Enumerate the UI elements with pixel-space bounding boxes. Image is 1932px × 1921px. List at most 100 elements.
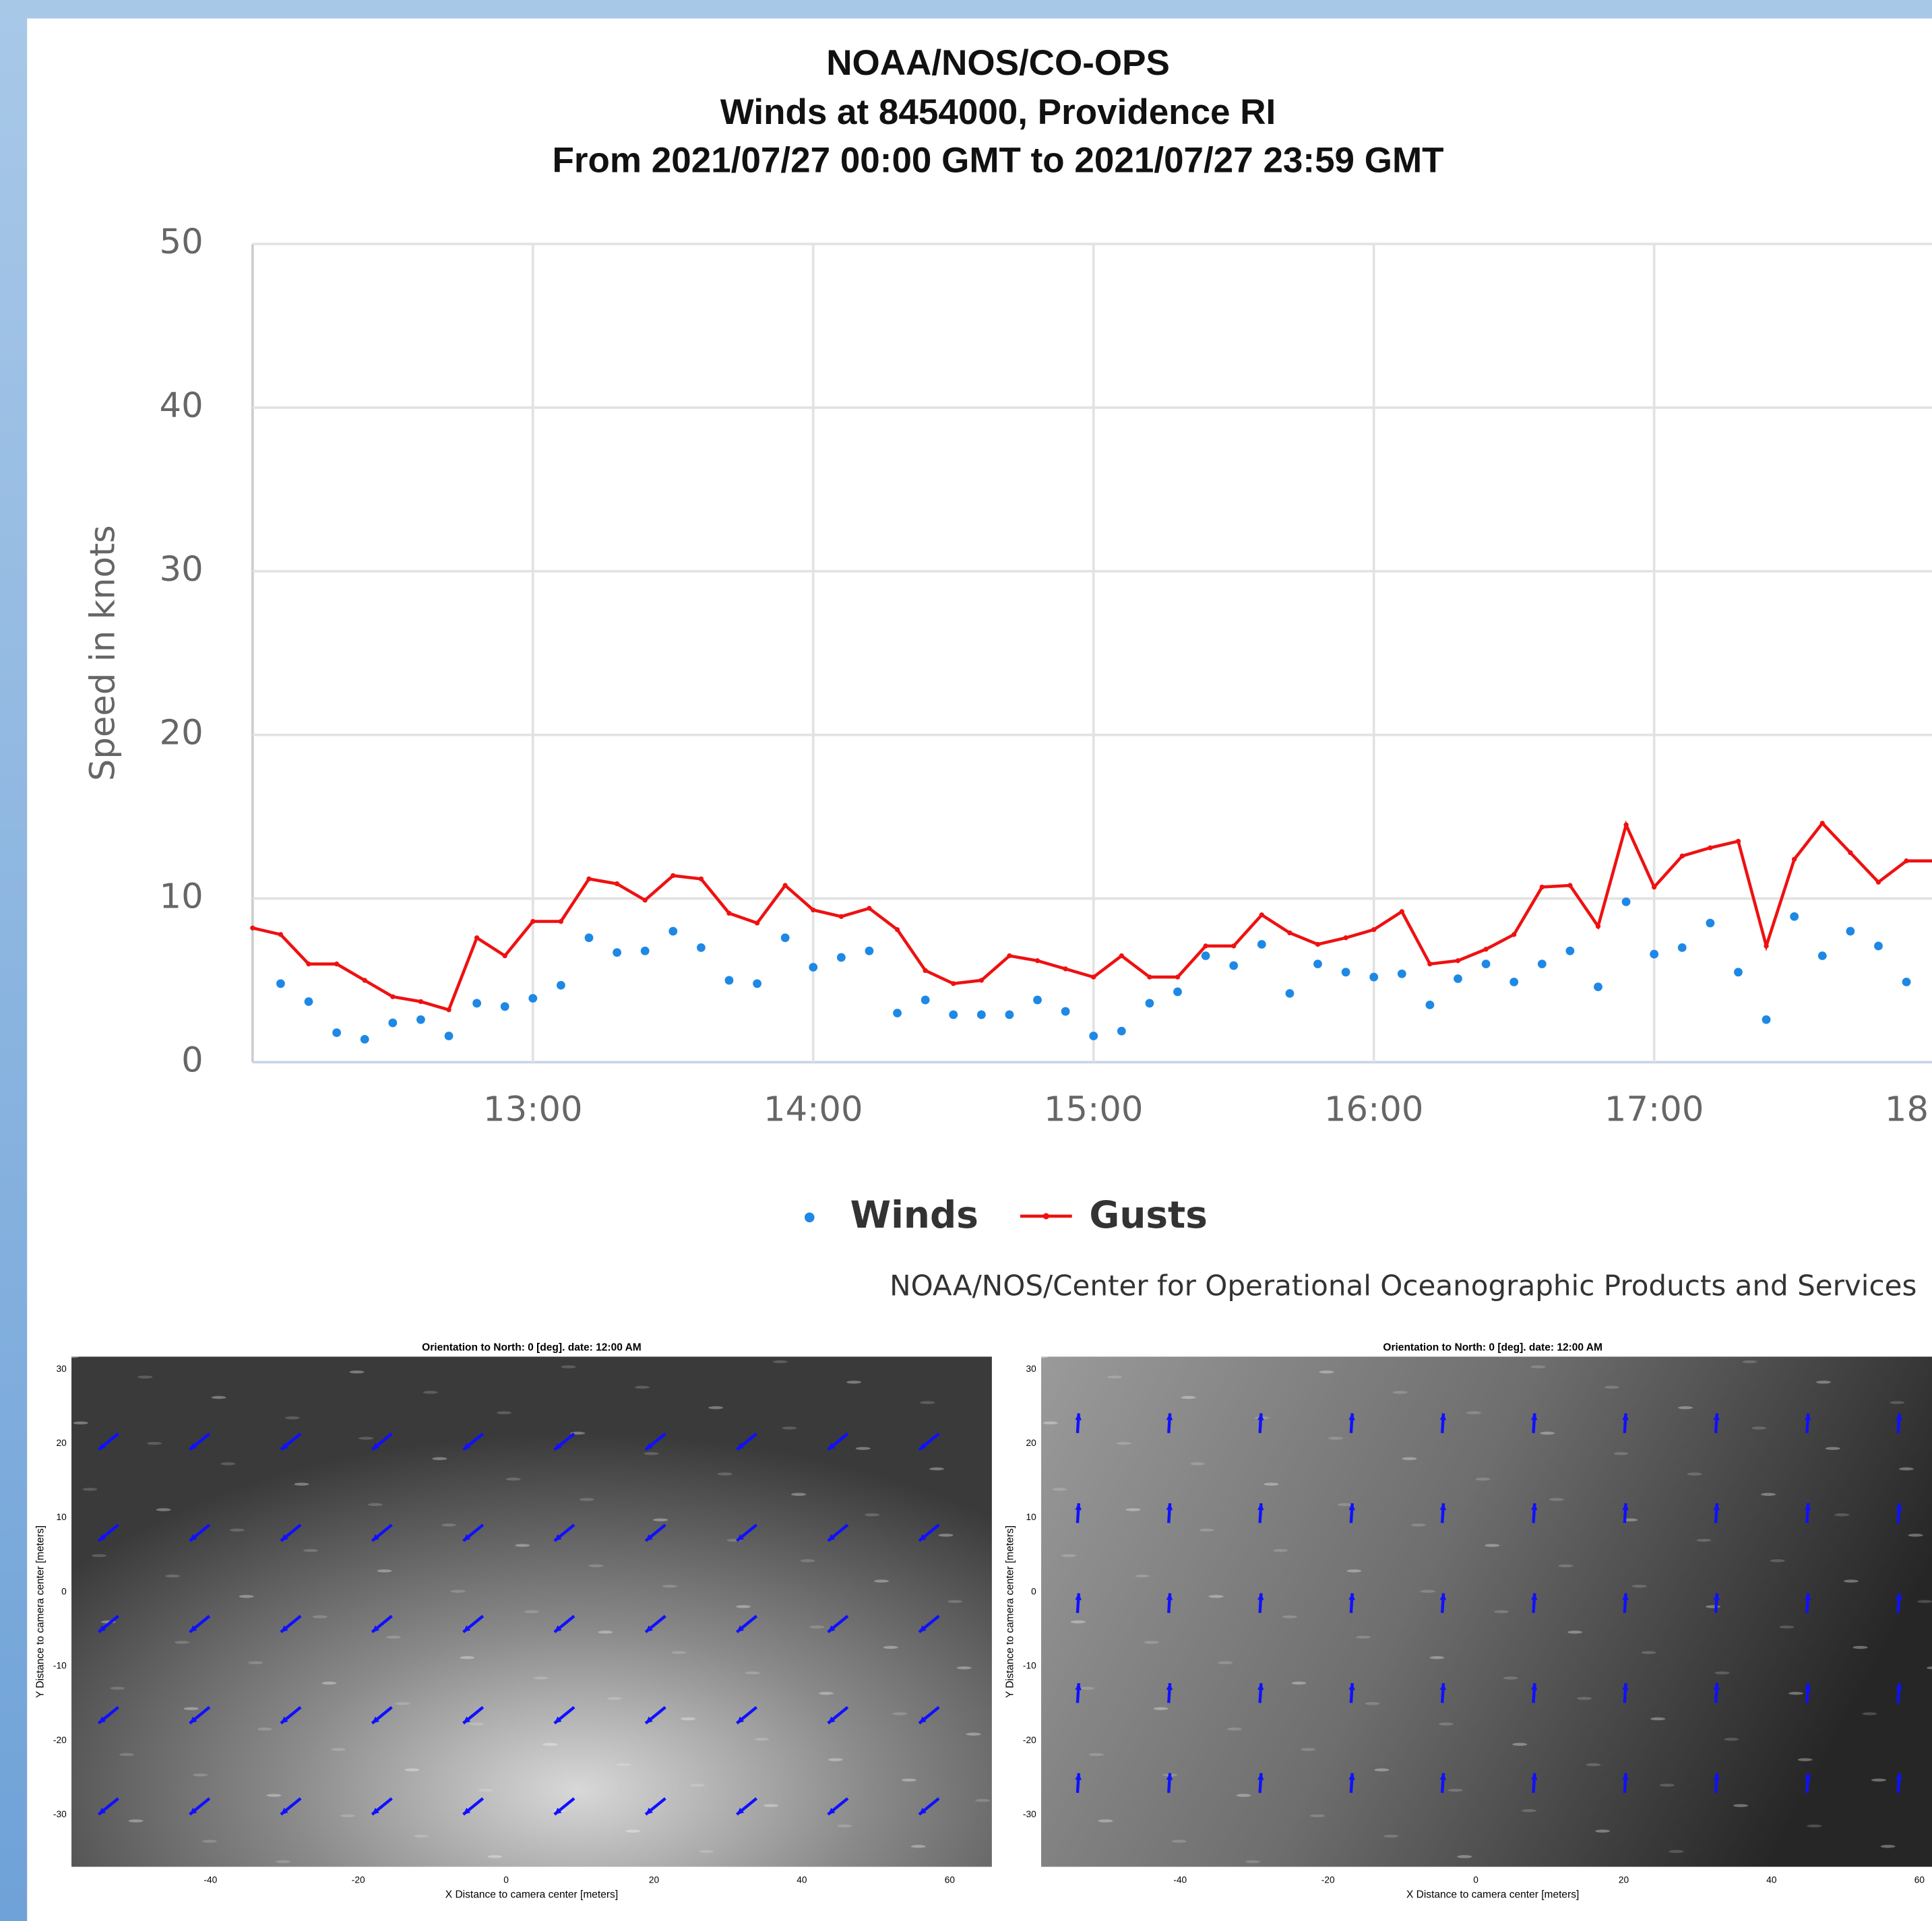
flow-arrow-head xyxy=(828,1807,836,1815)
data-point xyxy=(809,963,818,972)
data-point xyxy=(1846,926,1855,936)
image-y-tick: 0 xyxy=(61,1586,67,1596)
data-point xyxy=(867,906,872,911)
data-point xyxy=(696,943,706,952)
water-glint xyxy=(1485,1544,1500,1547)
flow-arrow-head xyxy=(1622,1593,1629,1600)
flow-arrow-head xyxy=(1075,1413,1082,1420)
data-point xyxy=(923,968,928,974)
water-glint xyxy=(625,1829,641,1833)
data-point xyxy=(1902,977,1911,986)
flow-arrow-head xyxy=(1257,1593,1264,1600)
flow-arrow-head xyxy=(1896,1413,1902,1420)
water-glint xyxy=(1788,1691,1804,1695)
image-y-tick: -30 xyxy=(1023,1809,1036,1819)
image-x-tick: -20 xyxy=(1321,1875,1335,1885)
flow-arrow-head xyxy=(1075,1593,1082,1600)
data-point xyxy=(1455,958,1461,964)
water-glint xyxy=(1761,1492,1776,1497)
flow-arrow-head xyxy=(646,1807,653,1815)
water-glint xyxy=(1576,1697,1592,1700)
water-glint xyxy=(294,1482,309,1486)
flow-arrow-head xyxy=(98,1534,106,1541)
data-point xyxy=(1147,974,1152,980)
water-glint xyxy=(625,1829,641,1833)
water-glint xyxy=(220,1462,236,1466)
water-glint xyxy=(902,1778,916,1782)
data-point xyxy=(1595,924,1601,929)
water-glint xyxy=(1392,1391,1408,1394)
data-point xyxy=(418,999,424,1005)
image-y-tick: -20 xyxy=(1023,1735,1036,1745)
water-glint xyxy=(819,1691,834,1695)
flow-arrow-head xyxy=(1622,1413,1629,1420)
water-glint xyxy=(681,1717,696,1721)
water-glint xyxy=(947,1600,963,1604)
data-point xyxy=(951,981,956,986)
flow-arrow-head xyxy=(463,1625,471,1633)
data-point xyxy=(472,999,482,1008)
water-glint xyxy=(1493,1610,1509,1614)
water-glint xyxy=(1641,1651,1656,1654)
water-glint xyxy=(1549,1498,1564,1501)
flow-arrow-head xyxy=(189,1716,197,1724)
data-point xyxy=(250,925,255,931)
flow-arrow-head xyxy=(554,1716,562,1724)
water-glint xyxy=(432,1457,447,1461)
water-glint xyxy=(349,1370,365,1374)
flow-arrow-head xyxy=(828,1443,836,1450)
legend-swatch xyxy=(804,1212,815,1223)
water-glint xyxy=(1291,1681,1307,1685)
water-glint xyxy=(1852,1645,1868,1649)
data-point xyxy=(782,883,788,888)
water-glint xyxy=(128,1819,144,1823)
data-point xyxy=(1033,995,1042,1005)
data-point xyxy=(614,881,620,887)
water-glint xyxy=(340,1814,355,1818)
water-glint xyxy=(598,1631,613,1634)
data-point xyxy=(724,976,734,985)
water-glint xyxy=(754,1738,770,1741)
water-glint xyxy=(377,1569,392,1573)
water-glint xyxy=(1282,1615,1297,1618)
legend: Winds Gusts xyxy=(804,1193,1208,1236)
water-glint xyxy=(874,1579,889,1583)
title-line: From 2021/07/27 00:00 GMT to 2021/07/27 … xyxy=(553,140,1444,180)
water-glint xyxy=(1521,1809,1536,1813)
flow-arrow-head xyxy=(1166,1503,1173,1511)
water-glint xyxy=(1623,1518,1638,1521)
flow-arrow-head xyxy=(1257,1503,1264,1511)
water-glint xyxy=(321,1681,337,1685)
water-glint xyxy=(883,1645,898,1649)
data-point xyxy=(893,1009,902,1017)
data-point xyxy=(390,994,396,999)
water-glint xyxy=(64,1355,80,1358)
water-glint xyxy=(1080,1687,1095,1690)
water-glint xyxy=(1623,1518,1638,1521)
flow-arrow-head xyxy=(463,1807,471,1815)
image-x-tick: 0 xyxy=(503,1875,509,1885)
water-glint xyxy=(1226,1727,1242,1731)
flow-arrow-head xyxy=(372,1625,379,1633)
data-point xyxy=(1117,1026,1126,1036)
water-glint xyxy=(1751,1426,1767,1430)
water-glint xyxy=(1880,1845,1896,1848)
water-glint xyxy=(1042,1421,1058,1425)
water-glint xyxy=(367,1503,383,1507)
water-glint xyxy=(874,1579,889,1583)
flow-arrow-head xyxy=(1622,1773,1629,1780)
water-glint xyxy=(497,1411,511,1414)
water-glint xyxy=(1678,1406,1693,1410)
flow-arrow-head xyxy=(1530,1683,1538,1691)
data-point xyxy=(1399,909,1404,914)
data-point xyxy=(444,1032,454,1040)
flow-arrow-head xyxy=(828,1716,836,1724)
water-glint xyxy=(1567,1631,1583,1634)
image-y-tick: 10 xyxy=(1026,1512,1036,1522)
water-glint xyxy=(1144,1641,1159,1644)
flow-arrow-head xyxy=(189,1534,197,1541)
water-glint xyxy=(865,1513,880,1517)
water-glint xyxy=(809,1625,825,1629)
image-title: Orientation to North: 0 [deg]. date: 12:… xyxy=(1383,1342,1602,1354)
data-point xyxy=(304,997,313,1006)
